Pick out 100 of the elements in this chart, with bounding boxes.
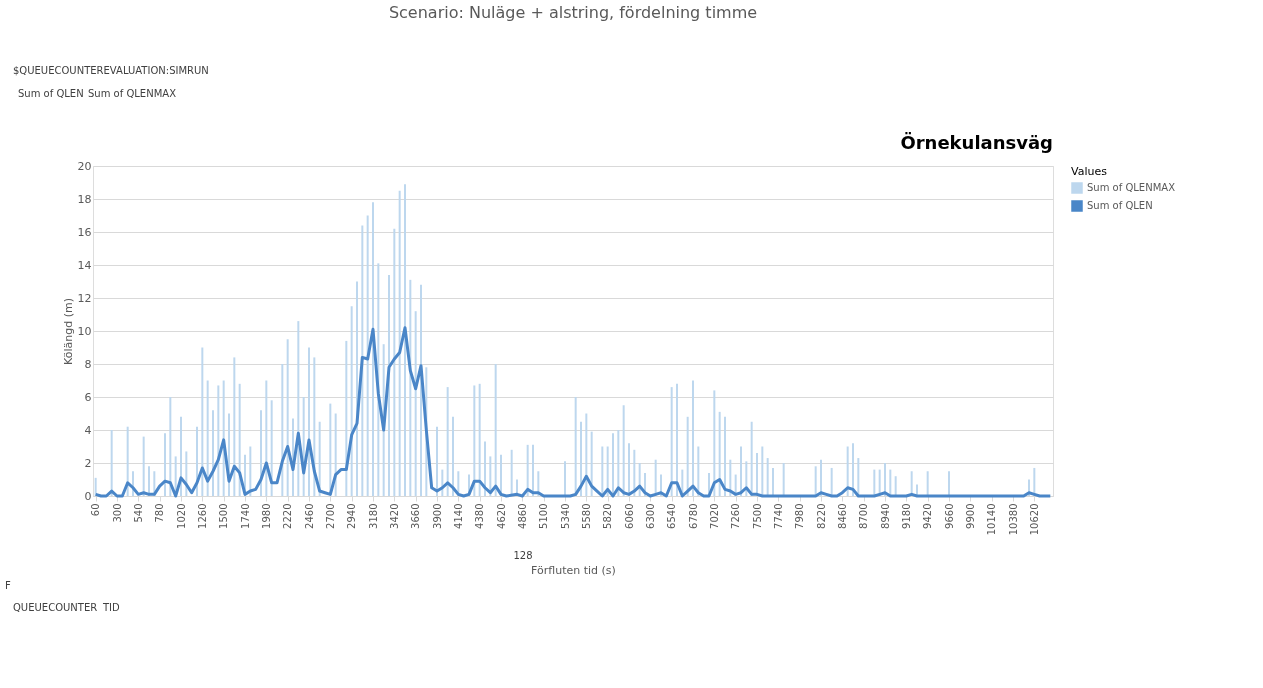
bar [740,446,742,496]
x-tick-label: 9900 [964,503,976,529]
bar [334,413,337,496]
x-axis-title: Förfluten tid (s) [531,564,616,578]
x-tick-label: 4380 [474,503,486,529]
bar [366,215,369,496]
bar [308,347,310,496]
x-tick-label: 3180 [367,503,379,529]
x-tick-label: 2460 [303,503,315,529]
y-tick-label: 6 [84,390,92,404]
bar [398,190,401,496]
x-tick-label: 1980 [260,503,272,529]
bar [260,410,262,496]
bar [830,467,833,496]
text: Sum of QLEN [18,88,84,99]
bar [361,225,364,496]
y-axis-title: Kölängd (m) [61,298,75,365]
text: $QUEUECOUNTEREVALUATION:SIMRUN [13,65,209,76]
x-tick-label: 10620 [1028,503,1040,536]
bar [233,357,236,496]
x-tick-label: 7740 [772,503,784,529]
bar [148,466,150,496]
bar [414,311,417,496]
x-tick-label: 60 [90,503,102,517]
bar [142,436,145,496]
bar [532,444,534,496]
bar [846,446,849,496]
bar [206,380,209,496]
x-tick-label: 8220 [815,503,827,529]
bar [729,459,732,496]
x-tick-label: 5100 [538,503,550,529]
x-tick-label: 9420 [922,503,934,529]
x-tick-label: 2940 [346,503,358,529]
x-tick-label: 3900 [431,503,443,529]
bar [409,279,412,496]
x-tick-label: 8700 [858,503,870,529]
bar [489,456,492,496]
bar [601,446,604,496]
bar [756,453,758,496]
x-tick-label: 6300 [644,503,656,529]
bar [857,458,860,496]
x-tick-label: 3420 [388,503,400,529]
x-tick-label: 7260 [730,503,742,529]
bar [761,446,764,496]
x-tick-label: 6540 [666,503,678,529]
text: TID [102,602,121,613]
x-tick-label: 2700 [324,503,336,529]
bar [110,430,113,496]
y-tick-label: 8 [84,357,92,371]
bar [494,364,497,496]
y-tick-label: 4 [84,423,92,437]
bar [249,446,252,496]
bar [217,385,220,496]
bar [926,471,929,496]
x-tick-label: 1020 [175,503,187,529]
bar [782,463,785,496]
bar [590,431,593,496]
bar [873,469,876,496]
text: F [5,580,11,591]
x-tick-label: 540 [132,503,144,523]
bar [654,459,657,496]
bar [617,430,620,496]
text: 128 [513,550,533,561]
bar [750,421,753,496]
bar [564,461,566,496]
bar [404,184,406,496]
x-tick-label: 10140 [986,503,998,536]
x-tick-label: 5580 [580,503,592,529]
y-tick-label: 14 [77,258,92,272]
text: QUEUECOUNTER [13,602,98,613]
bar [814,466,817,496]
bar [350,306,353,496]
bar [585,413,588,496]
legend-title: Values [1071,165,1108,178]
x-tick-label: 6060 [623,503,635,529]
bar [606,446,609,496]
bar [580,421,582,496]
text: Sum of QLENMAX [88,88,177,99]
bar [286,339,289,496]
chart-subtitle: Örnekulansväg [900,132,1053,153]
bar [697,446,700,496]
bar [676,383,678,496]
bar [446,387,449,496]
x-tick-label: 780 [154,503,166,523]
bar [201,347,204,496]
bar [692,380,694,496]
line-series [94,326,1052,498]
bar [628,443,630,496]
x-tick-label: 2220 [282,503,294,529]
y-tick-label: 10 [77,324,92,338]
bar [169,397,172,496]
bar [473,385,476,496]
x-tick-label: 7980 [794,503,806,529]
bar [270,400,273,496]
x-tick-label: 4140 [452,503,464,529]
x-tick-label: 6780 [687,503,699,529]
x-tick-label: 5820 [602,503,614,529]
bar [436,426,438,496]
bar [718,411,721,496]
x-tick-label: 1260 [196,503,208,529]
